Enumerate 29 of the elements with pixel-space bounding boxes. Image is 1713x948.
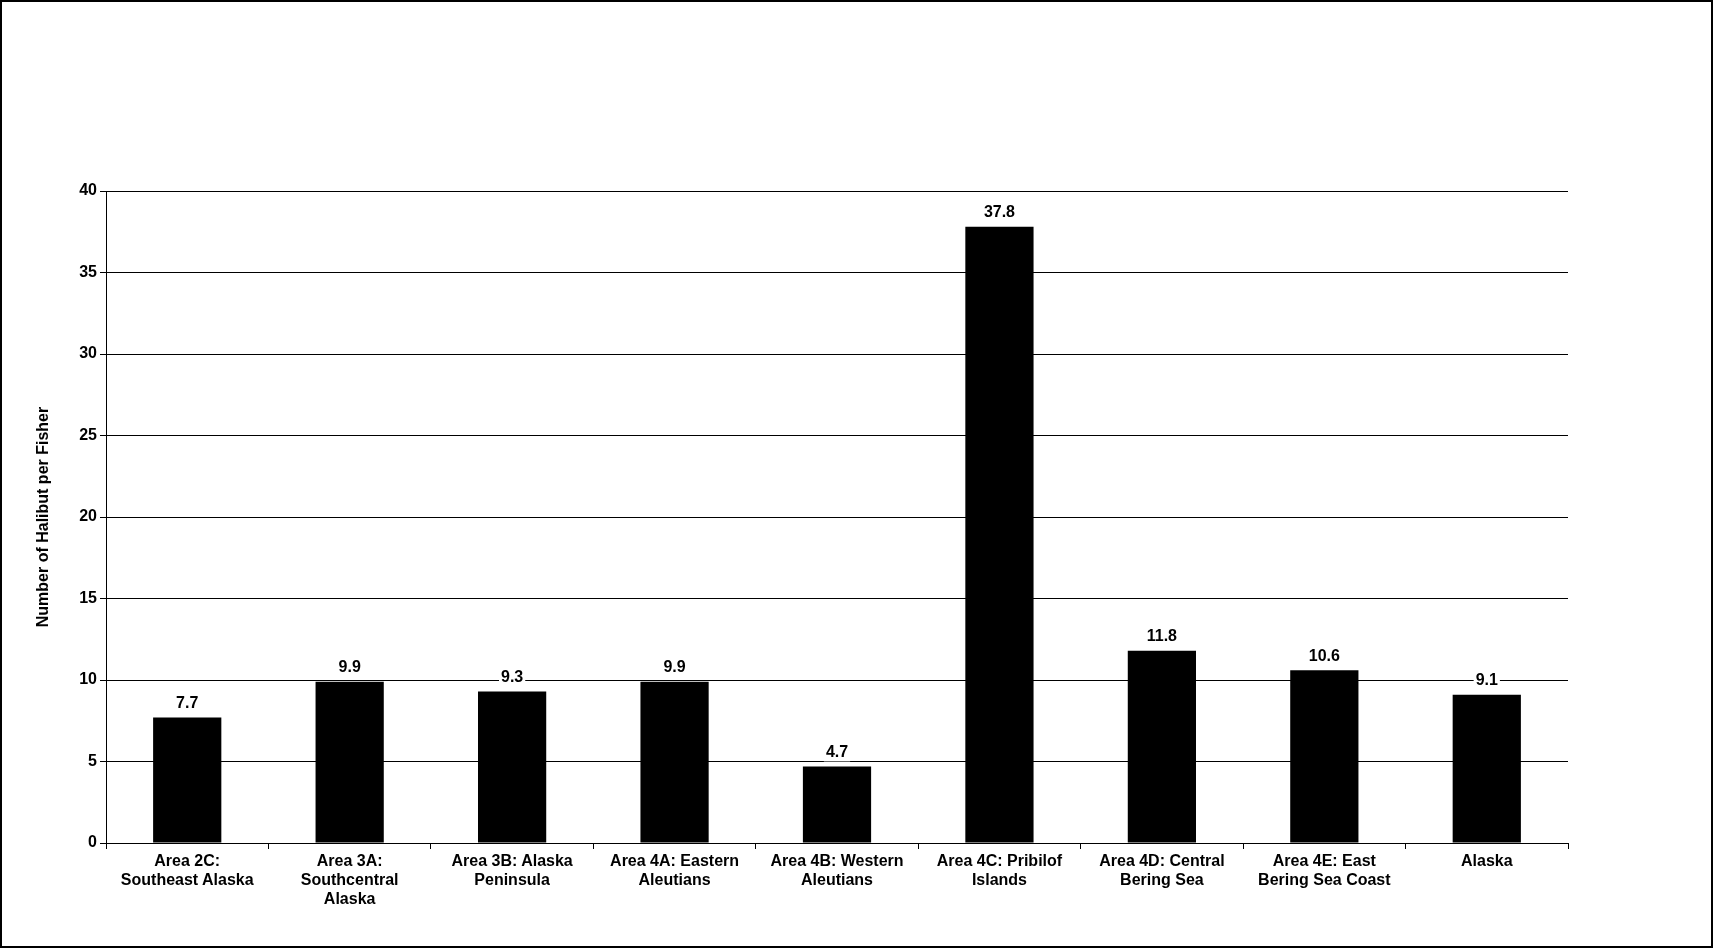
data-label: 7.7 [176,693,199,711]
x-tick-label: Alaska [1460,852,1513,870]
y-tick-label: 15 [79,588,98,606]
x-tick-label: Area 3B: Alaska Peninsula [451,852,573,889]
y-tick-label: 25 [79,425,98,443]
x-tick-label: Area 4E: East Bering Sea Coast [1258,852,1392,889]
x-tick-label: Area 4B: Western Aleutians [770,852,904,889]
x-tick-label: Area 2C: Southeast Alaska [120,852,254,889]
y-tick-label: 10 [79,670,98,688]
bar [802,766,872,843]
y-tick-label: 35 [79,262,98,280]
data-label: 4.7 [825,742,849,760]
x-tick-label: Area 4A: Eastern Aleutians [610,852,740,889]
y-tick-label: 40 [79,181,98,199]
data-label: 9.9 [663,658,686,676]
x-tick-label: Area 4C: Pribilof Islands [936,852,1063,889]
data-label: 9.1 [1475,671,1498,689]
y-tick-label: 30 [79,344,98,362]
data-label: 37.8 [983,203,1016,221]
data-label: 9.3 [500,667,524,685]
data-label: 9.9 [338,658,361,676]
data-label: 10.6 [1308,646,1341,664]
x-tick-label: Area 3A: Southcentral Alaska [300,852,399,908]
y-tick-label: 5 [88,751,98,769]
y-axis-title: Number of Halibut per Fisher [34,406,52,628]
data-label: 11.8 [1146,627,1178,645]
y-tick-label: 20 [79,507,98,525]
x-tick-label: Area 4D: Central Bering Sea [1099,852,1225,889]
y-tick-label: 0 [88,833,98,851]
